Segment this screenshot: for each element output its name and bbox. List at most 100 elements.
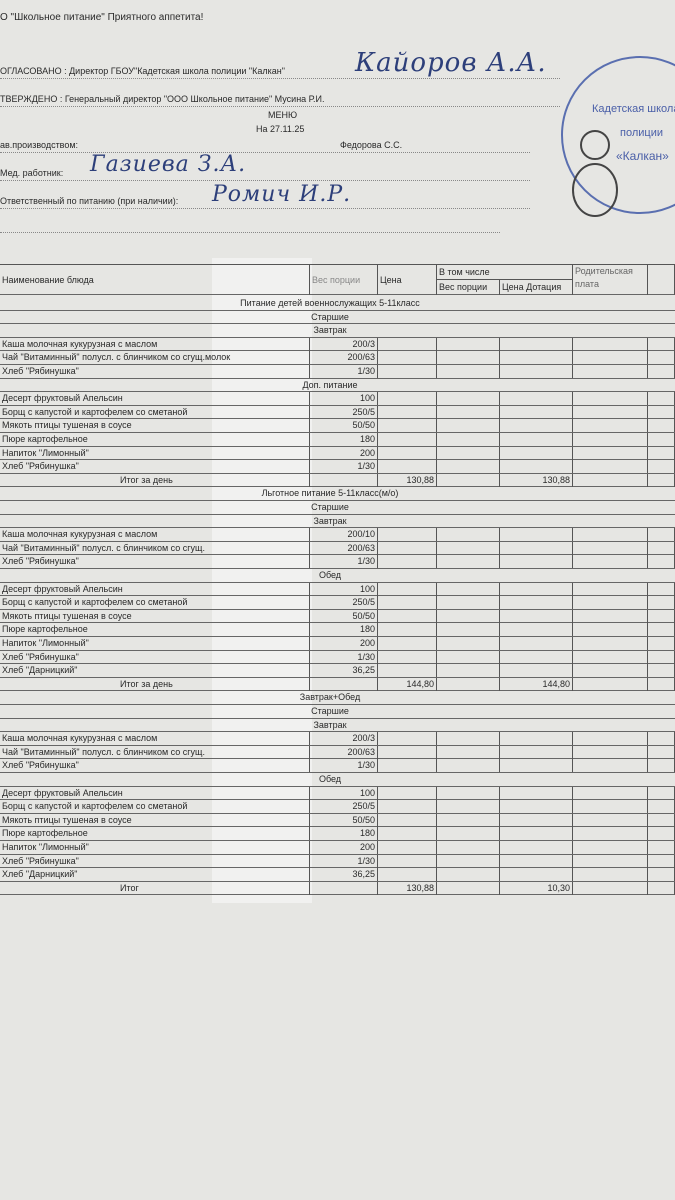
table-row: Каша молочная кукурузная с маслом 200/10 — [0, 528, 675, 542]
dish-name: Мякоть птицы тушеная в соусе — [0, 609, 310, 623]
cell — [500, 555, 573, 569]
cell — [378, 759, 437, 773]
table-row: Борщ с капустой и картофелем со сметаной… — [0, 596, 675, 610]
cell — [573, 365, 648, 378]
dish-weight: 36,25 — [310, 664, 378, 678]
rule — [0, 78, 560, 79]
dish-weight: 200/10 — [310, 528, 378, 542]
cell — [573, 460, 648, 474]
cell — [500, 596, 573, 610]
rule — [0, 152, 530, 153]
dish-weight: 200/3 — [310, 732, 378, 746]
cell — [437, 637, 500, 650]
signature: Газиева З.А. — [90, 152, 247, 177]
cell — [573, 868, 648, 882]
menu-date: На 27.11.25 — [256, 124, 305, 134]
cell — [500, 637, 573, 650]
cell — [573, 351, 648, 365]
table-row: Каша молочная кукурузная с маслом 200/3 — [0, 337, 675, 352]
cell — [573, 528, 648, 542]
table-row: Чай "Витаминный" полусл. с блинчиком со … — [0, 541, 675, 556]
cell — [573, 433, 648, 446]
dish-name: Хлеб "Дарницкий" — [0, 664, 310, 678]
cell — [378, 650, 437, 664]
table-row: Завтрак — [0, 719, 675, 733]
table-row: Хлеб "Рябинушка" 1/30 — [0, 759, 675, 773]
table-row: Хлеб "Рябинушка" 1/30 — [0, 854, 675, 869]
header-cell: Наименование блюда — [0, 265, 310, 295]
cell — [378, 433, 437, 446]
cell — [500, 351, 573, 365]
total-label: Итог за день — [0, 677, 310, 691]
cell — [500, 854, 573, 868]
cell — [500, 405, 573, 419]
table-row: Питание детей военнослужащих 5-11класс — [0, 297, 675, 311]
rule — [0, 232, 500, 233]
dish-weight: 200/63 — [310, 541, 378, 555]
cell — [378, 596, 437, 610]
signature: Ромич И.Р. — [212, 182, 352, 207]
dish-name: Пюре картофельное — [0, 433, 310, 446]
cell — [573, 677, 648, 691]
cell — [573, 623, 648, 637]
total-price: 144,80 — [378, 677, 437, 691]
cell — [378, 664, 437, 678]
table-row: Хлеб "Рябинушка" 1/30 — [0, 555, 675, 569]
dish-weight: 50/50 — [310, 609, 378, 623]
table-row: Старшие — [0, 311, 675, 325]
cell — [648, 623, 675, 637]
cell — [437, 351, 500, 365]
dish-weight: 1/30 — [310, 854, 378, 868]
cell — [378, 745, 437, 759]
cell — [378, 854, 437, 868]
table-row: Напиток "Лимонный" 200 — [0, 841, 675, 855]
total-label: Итог за день — [0, 473, 310, 487]
approved-line: ТВЕРЖДЕНО : Генеральный директор "ООО Шк… — [0, 94, 325, 104]
cell — [378, 582, 437, 596]
table-row: Каша молочная кукурузная с маслом 200/3 — [0, 732, 675, 746]
table-row: Пюре картофельное 180 — [0, 433, 675, 447]
cell — [648, 800, 675, 814]
total-subsidy: 144,80 — [500, 677, 573, 691]
cell — [648, 473, 675, 487]
dish-weight: 100 — [310, 392, 378, 406]
cell — [573, 337, 648, 351]
dish-weight: 100 — [310, 786, 378, 800]
cell — [437, 528, 500, 542]
table-row: Завтрак — [0, 515, 675, 529]
cell — [648, 827, 675, 841]
cell — [648, 365, 675, 378]
cell — [573, 541, 648, 555]
cell — [437, 759, 500, 773]
cell — [437, 745, 500, 759]
cell — [437, 473, 500, 487]
table-row: Борщ с капустой и картофелем со сметаной… — [0, 800, 675, 814]
table-row: Борщ с капустой и картофелем со сметаной… — [0, 405, 675, 420]
stamp-ring — [561, 56, 675, 214]
cell — [378, 786, 437, 800]
rule — [0, 106, 560, 107]
rule — [0, 180, 530, 181]
cell — [437, 841, 500, 854]
cell — [573, 650, 648, 664]
dish-name: Хлеб "Рябинушка" — [0, 365, 310, 378]
dish-name: Напиток "Лимонный" — [0, 446, 310, 460]
cell — [437, 433, 500, 446]
table-row: Хлеб "Рябинушка" 1/30 — [0, 365, 675, 379]
cell — [573, 419, 648, 433]
dish-weight: 250/5 — [310, 800, 378, 814]
cell — [437, 677, 500, 691]
dish-name: Хлеб "Рябинушка" — [0, 759, 310, 773]
cell — [573, 609, 648, 623]
dish-weight: 1/30 — [310, 759, 378, 773]
signature: Кайоров А.А. — [355, 48, 547, 78]
cell — [378, 541, 437, 555]
cell — [648, 596, 675, 610]
dish-weight: 100 — [310, 582, 378, 596]
agreed-line: ОГЛАСОВАНО : Директор ГБОУ"Кадетская шко… — [0, 66, 285, 76]
header-cell: Родительская плата — [573, 265, 648, 295]
table-row: Доп. питание — [0, 379, 675, 393]
cell — [573, 446, 648, 460]
cell — [500, 664, 573, 678]
